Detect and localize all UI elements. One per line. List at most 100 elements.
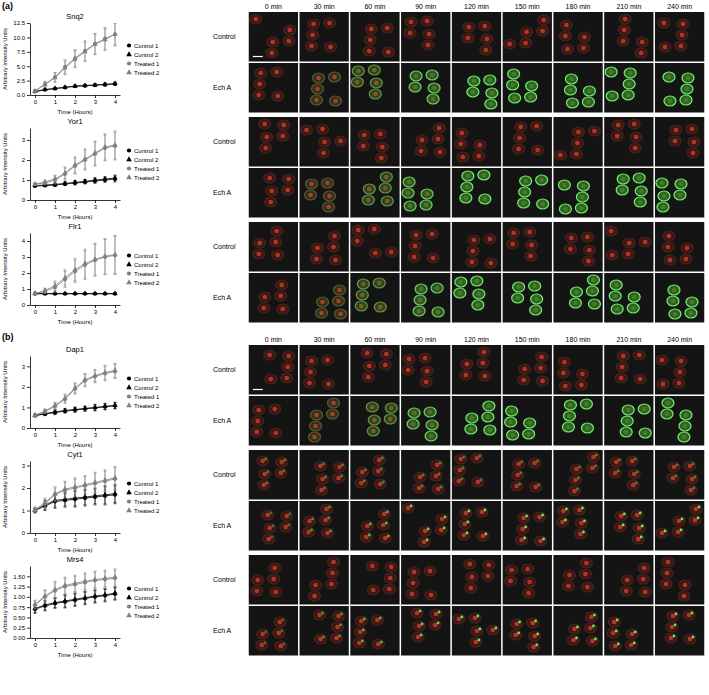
cell: [485, 99, 497, 109]
cell: [307, 30, 319, 40]
cell-nucleus: [523, 41, 528, 46]
puncta: [443, 527, 446, 530]
micrograph: [300, 222, 349, 272]
puncta: [640, 536, 643, 539]
marker: [72, 179, 77, 184]
tick: 2: [22, 384, 30, 390]
cell-nucleus: [461, 155, 466, 160]
marker: [72, 83, 77, 88]
cell: [351, 236, 363, 246]
cell-nucleus: [285, 188, 290, 193]
micrograph-group: ControlEch A: [213, 117, 704, 218]
puncta: [622, 524, 625, 527]
cell: [364, 35, 376, 45]
cell-nucleus: [620, 365, 625, 370]
column-label: 0 min: [265, 3, 282, 10]
tick-mark: [35, 638, 36, 641]
cell-nucleus: [388, 417, 393, 422]
micrograph-background: [604, 168, 653, 218]
micrograph: [604, 12, 653, 62]
tick-mark: [115, 428, 116, 431]
micrograph: [401, 501, 450, 551]
legend-marker: [127, 61, 131, 65]
cell-nucleus: [630, 459, 635, 464]
cell-nucleus: [516, 462, 521, 467]
tick-label: 3: [22, 463, 26, 469]
tick: 1: [22, 177, 30, 183]
cell-nucleus: [360, 470, 365, 475]
cell: [373, 278, 385, 288]
cell-nucleus: [483, 197, 488, 202]
cell: [532, 145, 544, 155]
tick: 4: [114, 428, 118, 438]
cell-nucleus: [380, 145, 385, 150]
cell-nucleus: [558, 153, 563, 158]
cell-nucleus: [488, 78, 493, 83]
cell: [262, 510, 274, 520]
tick-label: 4: [114, 537, 118, 543]
tick-label: 1.00: [13, 594, 25, 600]
chart: 0123401234Flr1Arbitrary Intensity UnitsT…: [2, 222, 160, 325]
cell-nucleus: [465, 362, 470, 367]
tick-mark: [27, 140, 30, 141]
cell-nucleus: [615, 134, 620, 139]
cell: [304, 378, 316, 388]
cell-nucleus: [462, 533, 467, 538]
cell-nucleus: [516, 147, 521, 152]
cell: [316, 485, 328, 495]
puncta: [271, 525, 274, 528]
tick-mark: [27, 273, 30, 274]
cell-nucleus: [632, 295, 637, 300]
cell: [280, 522, 292, 532]
micrograph: [249, 168, 298, 218]
puncta: [635, 482, 638, 485]
cell: [564, 400, 576, 410]
tick: 7.5: [17, 49, 30, 55]
micrograph: [249, 63, 298, 113]
cell-nucleus: [314, 413, 319, 418]
cell-nucleus: [369, 27, 374, 32]
puncta: [681, 518, 684, 521]
cell: [525, 251, 537, 261]
micrograph-background: [401, 501, 450, 551]
line: [35, 255, 115, 293]
cell: [588, 126, 600, 136]
cell: [512, 470, 524, 480]
cell-nucleus: [480, 510, 485, 515]
cell: [554, 150, 566, 160]
cell-nucleus: [370, 405, 375, 410]
cell-nucleus: [476, 303, 481, 308]
axis-title: Time (Hours): [58, 547, 93, 553]
cell: [281, 511, 293, 521]
cell: [675, 179, 687, 189]
puncta: [410, 505, 413, 508]
cell-nucleus: [258, 71, 263, 76]
cell: [258, 480, 270, 490]
cell-nucleus: [631, 483, 636, 488]
cell-nucleus: [642, 407, 647, 412]
plot-area: [32, 131, 117, 188]
axis-title: Arbitrary Intensity Units: [2, 571, 8, 633]
cell-nucleus: [382, 512, 387, 517]
cell: [575, 203, 587, 213]
column-label: 120 min: [464, 3, 489, 10]
cell: [559, 204, 571, 214]
marker: [32, 601, 37, 606]
legend: Control 1Control 2Treated 1Treated 2: [126, 43, 160, 76]
cell-nucleus: [412, 411, 417, 416]
cell: [278, 120, 290, 130]
cell: [468, 76, 480, 86]
cell-nucleus: [561, 509, 566, 514]
cell: [283, 36, 295, 46]
cell-nucleus: [577, 508, 582, 513]
column-label: 30 min: [314, 336, 335, 343]
cell: [434, 147, 446, 157]
cell: [328, 398, 340, 408]
cell-nucleus: [640, 40, 645, 45]
puncta: [641, 525, 644, 528]
micrograph: [604, 222, 653, 272]
cell-nucleus: [271, 577, 276, 582]
cell-nucleus: [260, 459, 265, 464]
puncta: [444, 516, 447, 519]
cell-nucleus: [613, 294, 618, 299]
